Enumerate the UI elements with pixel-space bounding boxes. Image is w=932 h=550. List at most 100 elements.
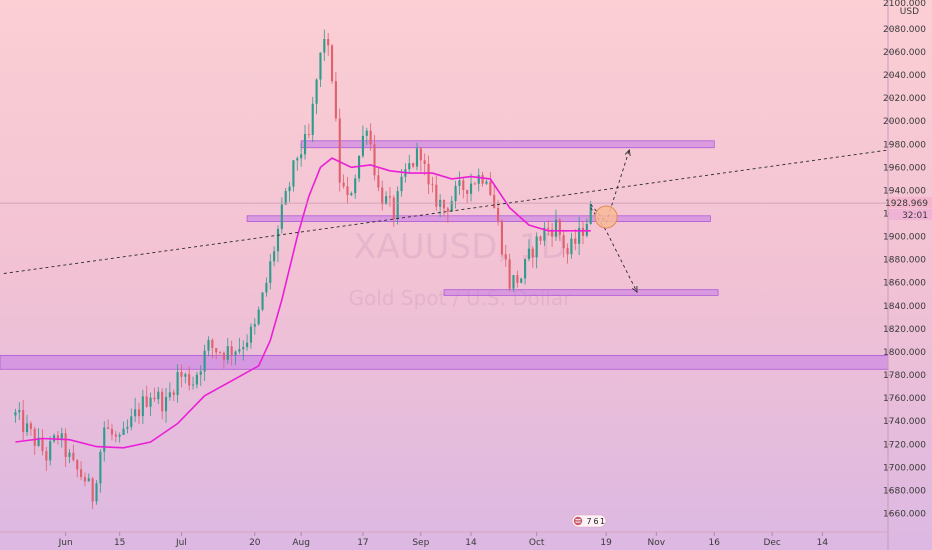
candle-body [570,238,573,255]
candle-body [76,460,79,470]
candle-body [458,180,461,186]
y-tick-label: 1860.000 [883,279,926,289]
candle-body [211,339,214,349]
candle-body [342,182,345,187]
candle-body [307,134,310,135]
y-tick-label: 2060.000 [883,48,926,58]
x-tick-label: 16 [709,538,721,548]
candle-body [257,309,260,325]
candle-body [400,176,403,192]
candle-body [49,441,52,461]
candle-body [107,427,110,429]
badge-count-a: 7 [587,517,592,526]
candle-body [373,144,376,176]
candle-body [323,39,326,53]
drawing-lines [0,149,889,293]
candle-body [392,197,395,220]
candle-body [500,220,503,255]
candle-body [485,181,488,184]
candle-body [222,352,225,360]
countdown-box [889,209,932,221]
candle-body [292,160,295,187]
candle-body [369,130,372,145]
last-price-marker: 1928.969 32:01 [885,197,932,221]
candle-body [554,219,558,237]
y-tick-label: 1940.000 [883,186,926,196]
candle-body [176,372,179,395]
flag-icon [573,516,583,526]
candle-body [520,278,523,283]
candle-body [68,452,71,457]
candle-body [64,433,67,457]
candle-body [446,208,449,212]
candle-body [547,227,550,230]
time-scale[interactable]: Jun 15 Jul 20 Aug 17 Sep 14 Oct 19 Nov 16 Dec 14 [0,531,888,548]
x-tick-label: Dec [763,538,780,548]
candle-body [234,351,237,355]
x-tick-label: Nov [648,538,666,548]
candle-body [18,410,21,413]
candle-body [578,227,581,244]
candle-body [496,208,500,221]
candle-body [300,154,303,159]
y-tick-label: 1780.000 [883,371,926,381]
x-tick-label: 14 [817,538,829,548]
candle-body [242,347,245,350]
candle-body [412,163,415,167]
candle-body [462,180,465,191]
candle-body [315,79,318,104]
candle-body [585,223,588,236]
candle-body [330,45,334,82]
zone-1852 [443,289,719,296]
candle-body [72,452,75,461]
candle-body [33,428,36,446]
candle-series [14,29,592,510]
price-scale[interactable]: 2100.000 USD 1660.000 1680.000 1700.000 172… [883,0,932,550]
candle-body [83,477,87,482]
candle-body [191,384,195,386]
y-tick-label: 2080.000 [883,25,926,35]
candle-body [238,349,241,352]
y-tick-label: 1720.000 [883,440,926,450]
last-price-box [889,197,932,209]
y-tick-label: 2000.000 [883,117,926,127]
candle-body [442,199,446,209]
x-tick-label: Jul [175,538,187,548]
candle-body [524,259,527,279]
candle-body [469,183,473,194]
watermark-symbol: XAUUSD, 1D [353,227,567,267]
candle-body [334,81,337,119]
x-tick-label: 20 [249,538,261,548]
x-tick-label: 15 [114,538,125,548]
candle-body [172,392,175,395]
candle-body [427,163,430,185]
y-tick-label: 1900.000 [883,233,926,243]
candle-body [126,426,129,429]
candle-body [161,391,164,412]
candle-body [454,185,457,202]
candle-body [284,191,287,205]
moving-average [15,157,591,449]
candle-body [512,275,515,289]
candle-body [381,187,384,205]
candle-body [80,469,83,478]
candle-body [45,451,48,461]
candle-body [141,396,144,417]
candle-body [489,181,492,195]
candle-body [574,238,577,244]
candle-body [157,391,160,400]
candle-body [423,160,426,164]
candle-body [114,434,117,437]
x-tick-label: 14 [465,538,477,548]
candle-body [473,183,476,185]
candle-body [350,193,353,196]
candle-body [188,374,191,386]
event-badge[interactable]: 7 6 1 [571,514,607,528]
candle-body [566,248,569,255]
candle-body [562,235,565,249]
countdown-label: 32:01 [902,211,928,221]
x-tick-label: Sep [412,538,429,548]
candle-body [296,158,299,161]
candle-body [37,437,40,446]
